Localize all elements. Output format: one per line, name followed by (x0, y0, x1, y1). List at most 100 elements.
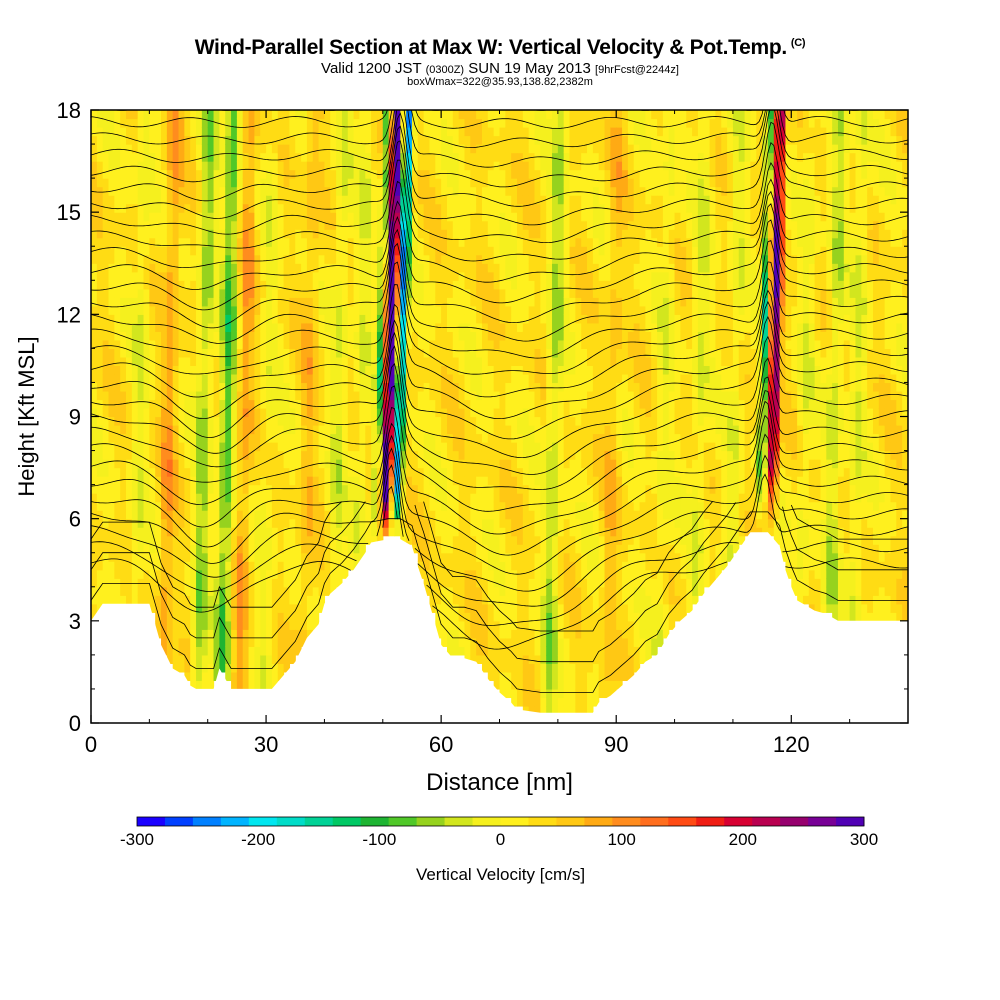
w-cell (481, 144, 489, 154)
w-cell (137, 390, 145, 401)
w-cell (283, 254, 291, 264)
w-cell (196, 535, 203, 545)
w-cell (248, 544, 255, 554)
w-cell (178, 314, 185, 324)
w-cell (254, 348, 261, 358)
w-cell (289, 544, 296, 554)
w-cell (196, 544, 203, 554)
w-cell (143, 169, 150, 179)
w-cell (441, 280, 448, 290)
w-cell (388, 407, 396, 418)
w-cell (155, 620, 162, 630)
w-cell (347, 178, 355, 188)
w-cell (254, 288, 261, 298)
w-cell (120, 348, 127, 358)
w-cell (149, 297, 156, 307)
w-cell (493, 416, 501, 426)
w-cell (248, 510, 255, 520)
w-cell (306, 178, 314, 188)
w-cell (371, 407, 378, 418)
w-cell (458, 569, 466, 579)
w-cell (254, 365, 261, 375)
w-cell (464, 620, 471, 630)
w-cell (266, 620, 273, 630)
w-cell (341, 356, 349, 367)
w-cell (108, 331, 115, 341)
w-cell (219, 586, 226, 596)
w-cell (324, 518, 331, 528)
w-cell (102, 450, 110, 460)
w-cell (435, 220, 442, 230)
w-cell (213, 246, 220, 256)
w-cell (429, 135, 436, 145)
w-cell (522, 476, 530, 486)
w-cell (161, 467, 168, 477)
w-cell (528, 501, 536, 511)
w-cell (242, 314, 250, 324)
w-cell (312, 305, 320, 315)
w-cell (266, 459, 273, 469)
w-cell (429, 178, 436, 188)
w-cell (178, 229, 185, 239)
w-cell (277, 373, 285, 384)
w-cell (394, 348, 401, 358)
w-cell (271, 612, 279, 622)
w-cell (301, 603, 308, 613)
w-cell (225, 535, 232, 545)
w-cell (161, 535, 168, 545)
w-cell (219, 612, 226, 622)
w-cell (271, 356, 279, 367)
w-cell (91, 203, 98, 213)
w-cell (131, 476, 139, 486)
w-cell (120, 288, 127, 298)
w-cell (260, 407, 267, 418)
w-cell (505, 586, 512, 596)
w-cell (242, 229, 250, 239)
w-cell (260, 510, 267, 520)
w-cell (172, 229, 180, 239)
w-cell (406, 356, 413, 367)
w-cell (487, 493, 495, 503)
w-cell (376, 433, 384, 443)
w-cell (534, 203, 541, 213)
w-cell (505, 178, 512, 188)
w-cell (120, 110, 127, 120)
w-cell (114, 518, 121, 528)
w-cell (219, 152, 226, 162)
w-cell (517, 297, 524, 307)
w-cell (149, 365, 156, 375)
w-cell (353, 484, 361, 494)
w-cell (324, 493, 331, 503)
w-cell (184, 527, 191, 537)
w-cell (470, 561, 477, 571)
w-cell (219, 144, 226, 154)
w-cell (236, 271, 244, 281)
w-cell (476, 510, 483, 520)
w-cell (546, 161, 553, 171)
w-cell (406, 203, 413, 213)
w-cell (207, 416, 215, 426)
w-cell (318, 552, 326, 562)
w-cell (178, 603, 185, 613)
w-cell (260, 535, 267, 545)
w-cell (102, 254, 110, 264)
w-cell (260, 620, 267, 630)
w-cell (557, 705, 565, 716)
w-cell (213, 552, 220, 562)
w-cell (464, 535, 471, 545)
w-cell (108, 501, 115, 511)
w-cell (184, 586, 191, 596)
w-cell (196, 518, 203, 528)
w-cell (242, 237, 250, 247)
w-cell (511, 450, 518, 460)
w-cell (464, 365, 471, 375)
w-cell (301, 518, 308, 528)
w-cell (190, 339, 197, 349)
w-cell (481, 118, 489, 128)
w-cell (441, 161, 448, 171)
w-cell (120, 195, 127, 205)
w-cell (126, 518, 133, 528)
w-cell (190, 586, 197, 596)
w-cell (517, 459, 524, 469)
w-cell (190, 501, 197, 511)
